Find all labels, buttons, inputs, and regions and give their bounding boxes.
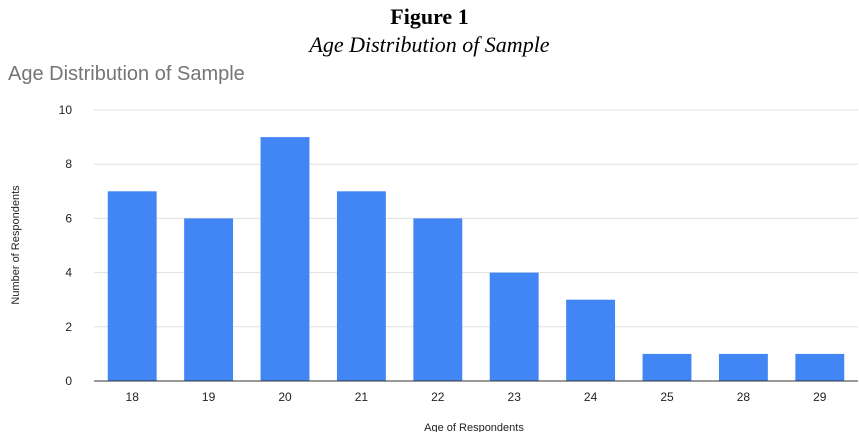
y-axis-ticks: 0 2 4 6 8 10: [59, 103, 73, 388]
x-tick-label: 21: [355, 390, 369, 404]
x-axis-label: Age of Respondents: [424, 422, 524, 432]
bar: [489, 272, 539, 381]
x-tick-label: 19: [202, 390, 216, 404]
bar: [184, 218, 234, 381]
x-tick-label: 18: [126, 390, 140, 404]
bar: [336, 191, 386, 381]
x-tick-label: 23: [508, 390, 522, 404]
bar: [795, 353, 845, 381]
bar: [718, 353, 768, 381]
y-tick-label: 6: [65, 211, 72, 225]
x-tick-label: 20: [278, 390, 292, 404]
x-axis-ticks: 18 19 20 21 22 23 24 25 28 29: [126, 390, 827, 404]
y-tick-label: 0: [65, 374, 72, 388]
bar: [566, 299, 616, 381]
figure-caption: Age Distribution of Sample: [309, 32, 550, 57]
x-tick-label: 28: [737, 390, 751, 404]
y-tick-label: 10: [59, 103, 73, 117]
x-tick-label: 22: [431, 390, 445, 404]
figure-label: Figure 1: [390, 4, 469, 29]
y-tick-label: 4: [65, 266, 72, 280]
bar: [260, 137, 310, 381]
x-tick-label: 25: [660, 390, 674, 404]
x-tick-label: 24: [584, 390, 598, 404]
bar: [413, 218, 463, 381]
y-axis-label: Number of Respondents: [10, 185, 22, 305]
y-tick-label: 8: [65, 157, 72, 171]
bar: [642, 353, 692, 381]
chart-title: Age Distribution of Sample: [8, 63, 245, 85]
bar: [107, 191, 157, 381]
x-tick-label: 29: [813, 390, 827, 404]
y-tick-label: 2: [65, 320, 72, 334]
bars: [107, 137, 845, 381]
